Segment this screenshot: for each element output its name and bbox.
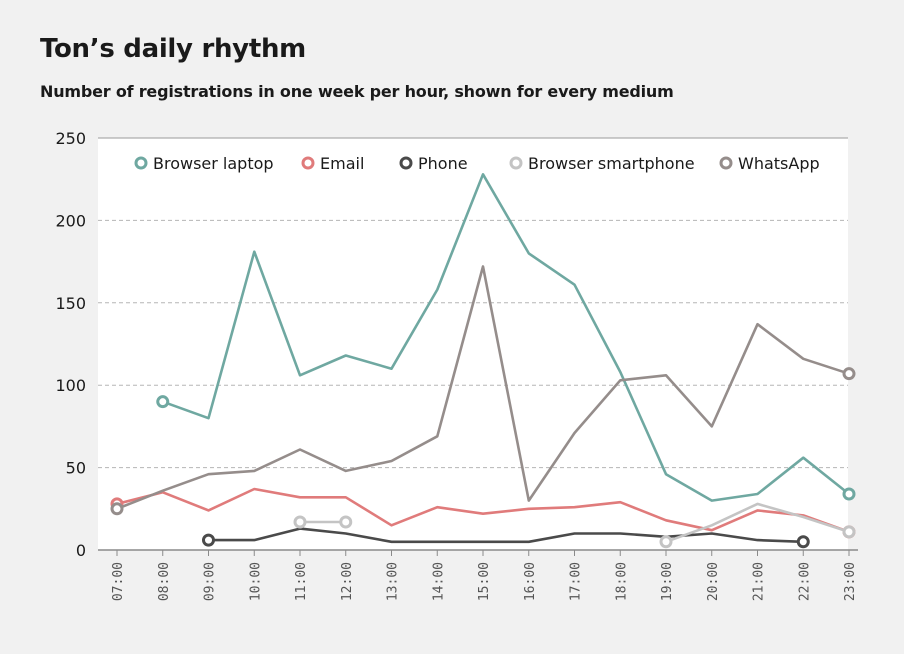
endpoint-marker-phone [202, 533, 215, 547]
series-line-phone [208, 527, 804, 544]
x-tick-label: 07:00 [111, 562, 126, 601]
y-tick-label: 50 [66, 459, 86, 478]
legend-label-browser-smartphone: Browser smartphone [528, 154, 695, 173]
x-tick-label: 11:00 [294, 562, 309, 601]
x-tick-label: 12:00 [340, 562, 355, 601]
x-tick-label: 22:00 [797, 562, 812, 601]
series-line-browser-laptop [162, 173, 850, 502]
y-tick-label: 100 [55, 376, 86, 395]
legend-marker-phone [399, 156, 413, 170]
x-tick-label: 19:00 [660, 562, 675, 601]
series-line-browser-smartphone [665, 502, 850, 544]
y-tick-label: 250 [55, 129, 86, 148]
x-tick-label: 17:00 [569, 562, 584, 601]
x-tick-label: 09:00 [203, 562, 218, 601]
x-tick-label: 13:00 [386, 562, 401, 601]
x-tick-label: 08:00 [157, 562, 172, 601]
x-tick-label: 21:00 [752, 562, 767, 601]
endpoint-marker-browser-smartphone [293, 515, 307, 529]
legend-marker-browser-smartphone [509, 156, 523, 170]
legend-label-email: Email [320, 154, 364, 173]
chart-title: Ton’s daily rhythm [40, 34, 306, 64]
x-tick-label: 20:00 [706, 562, 721, 601]
endpoint-marker-browser-laptop [842, 487, 856, 501]
y-tick-label: 200 [55, 211, 86, 230]
endpoint-marker-browser-smartphone [339, 515, 353, 529]
legend-label-browser-laptop: Browser laptop [153, 154, 274, 173]
x-tick-label: 14:00 [431, 562, 446, 601]
endpoint-marker-browser-smartphone [842, 525, 856, 539]
x-tick-label: 23:00 [843, 562, 858, 601]
endpoint-marker-browser-laptop [156, 395, 170, 409]
x-tick-label: 18:00 [614, 562, 629, 601]
x-tick-label: 15:00 [477, 562, 492, 601]
y-tick-label: 150 [55, 294, 86, 313]
series-line-whatsapp [116, 265, 850, 511]
legend-label-phone: Phone [418, 154, 468, 173]
endpoint-marker-whatsapp [110, 502, 124, 516]
series-line-email [116, 487, 850, 534]
legend-marker-email [301, 156, 315, 170]
plot-area [98, 138, 848, 550]
legend-label-whatsapp: WhatsApp [738, 154, 820, 173]
endpoint-marker-phone [796, 535, 810, 549]
legend-marker-whatsapp [719, 156, 733, 170]
x-tick-label: 10:00 [248, 562, 263, 601]
endpoint-marker-browser-smartphone [659, 535, 673, 549]
x-tick-label: 16:00 [523, 562, 538, 601]
endpoint-marker-whatsapp [842, 367, 856, 381]
legend-marker-browser-laptop [134, 156, 148, 170]
chart-subtitle: Number of registrations in one week per … [40, 82, 674, 101]
y-tick-label: 0 [76, 541, 86, 560]
